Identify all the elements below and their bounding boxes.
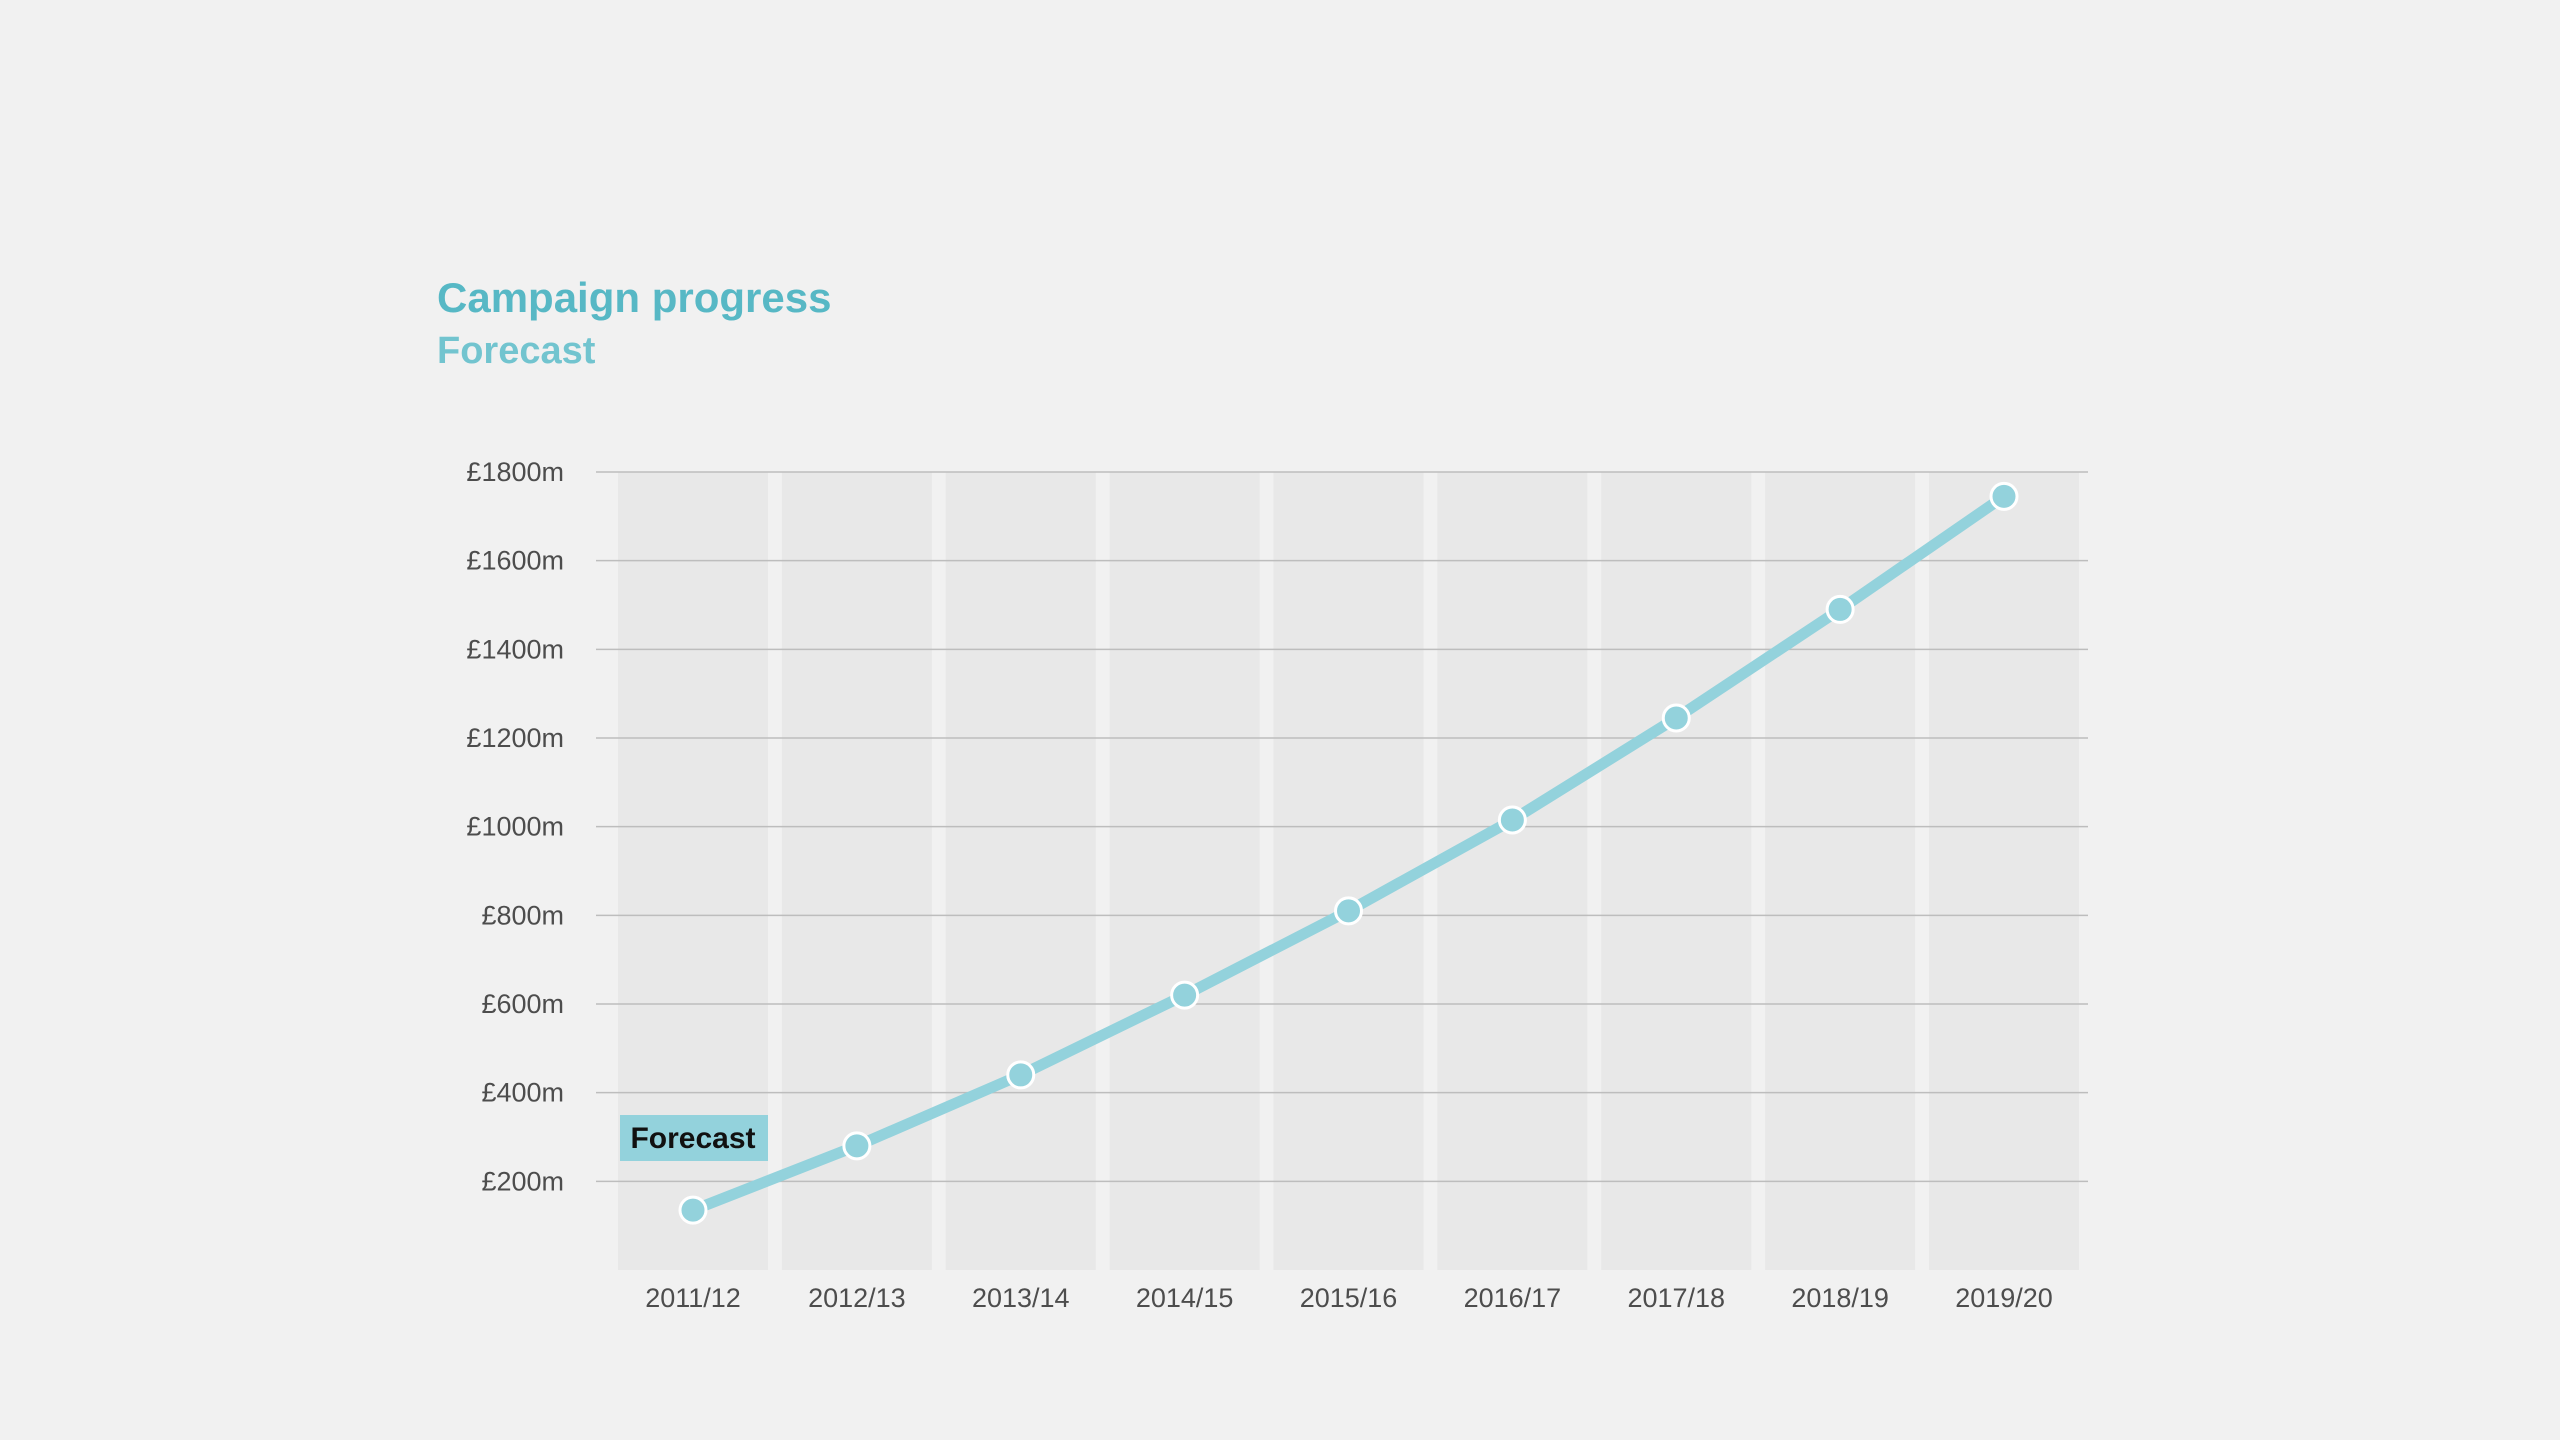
column-band [1273,472,1424,1270]
data-point [1006,1060,1036,1090]
y-tick-label: £1000m [466,812,564,842]
data-point [842,1131,872,1161]
y-tick-label: £1600m [466,546,564,576]
column-band [1109,472,1260,1270]
x-tick-label: 2013/14 [972,1283,1070,1313]
x-tick-label: 2012/13 [808,1283,906,1313]
column-band [945,472,1096,1270]
annotation-label: Forecast [630,1122,755,1155]
column-band [1929,472,2079,1270]
x-tick-label: 2018/19 [1791,1283,1889,1313]
y-tick-label: £1400m [466,634,564,664]
data-point [1989,481,2019,511]
column-band [1765,472,1916,1270]
x-tick-label: 2011/12 [645,1283,741,1313]
x-tick-label: 2015/16 [1300,1283,1398,1313]
column-band [1601,472,1752,1270]
y-tick-label: £200m [481,1166,564,1196]
x-tick-label: 2016/17 [1464,1283,1562,1313]
x-tick-label: 2019/20 [1955,1283,2053,1313]
y-tick-label: £800m [481,900,564,930]
y-tick-label: £1200m [466,723,564,753]
data-point [1334,896,1363,926]
data-point [1497,805,1527,835]
data-point [1661,703,1691,733]
y-tick-label: £1800m [466,457,564,487]
y-tick-label: £600m [481,989,564,1019]
column-band [1437,472,1588,1270]
data-point [1825,594,1855,624]
data-point [1170,980,1200,1010]
chart-title: Campaign progress [437,274,832,321]
data-point [678,1195,708,1225]
y-tick-label: £400m [481,1078,564,1108]
x-tick-label: 2014/15 [1136,1283,1234,1313]
x-tick-label: 2017/18 [1627,1283,1725,1313]
chart-subtitle: Forecast [437,330,596,372]
annotation-box [620,1115,768,1161]
